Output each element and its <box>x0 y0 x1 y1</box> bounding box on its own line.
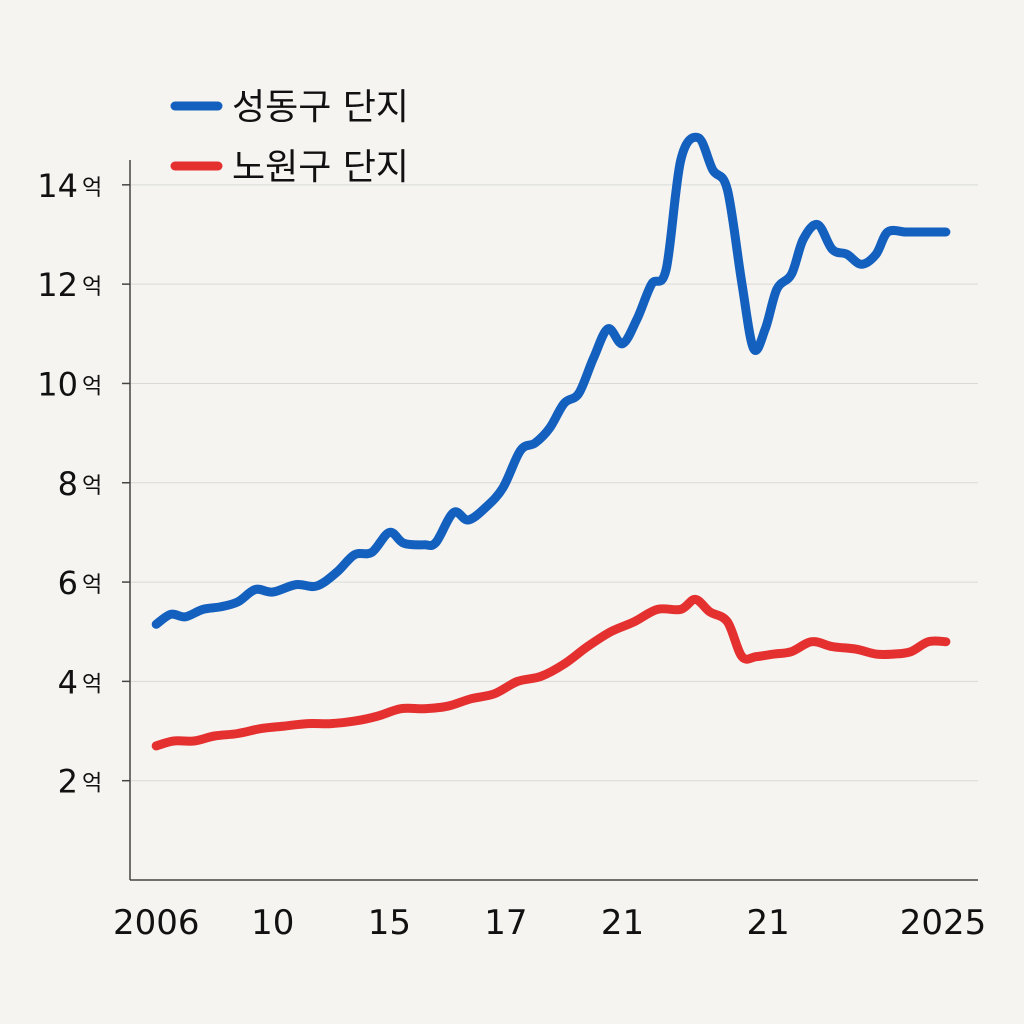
y-tick-label-12: 12 <box>37 266 78 304</box>
y-tick-unit-12: 억 <box>82 275 102 300</box>
x-tick-label-5: 21 <box>747 903 790 943</box>
legend-label-nowon: 노원구 단지 <box>232 147 409 188</box>
y-tick-label-14: 14 <box>37 167 78 205</box>
y-tick-label-6: 6 <box>58 564 78 602</box>
x-axis-ticks: 2006 10 15 17 21 21 2025 <box>113 903 986 943</box>
gridlines <box>130 184 978 782</box>
y-tick-unit-10: 억 <box>82 374 102 399</box>
y-tick-unit-8: 억 <box>82 474 102 499</box>
x-tick-label-0: 2006 <box>113 903 200 943</box>
y-tick-unit-4: 억 <box>82 672 102 697</box>
x-tick-label-2: 15 <box>368 903 411 943</box>
y-tick-unit-14: 억 <box>82 176 102 201</box>
y-tick-unit-2: 억 <box>82 772 102 797</box>
x-tick-label-6: 2025 <box>900 903 987 943</box>
series-line-seongdong <box>151 132 951 629</box>
x-tick-label-3: 17 <box>484 903 527 943</box>
legend-label-seongdong: 성동구 단지 <box>232 87 409 128</box>
y-tick-label-2: 2 <box>58 763 78 801</box>
y-tick-label-8: 8 <box>58 465 78 503</box>
y-axis-ticks: 2 억4 억6 억8 억10 억12 억14 억 <box>37 167 130 801</box>
y-tick-label-10: 10 <box>37 365 78 403</box>
x-tick-label-4: 21 <box>601 903 644 943</box>
y-tick-unit-6: 억 <box>82 573 102 598</box>
x-tick-label-1: 10 <box>251 903 294 943</box>
series-lines <box>151 132 951 751</box>
series-line-nowon <box>151 594 951 751</box>
y-tick-label-4: 4 <box>58 663 78 701</box>
legend: 성동구 단지 노원구 단지 <box>170 87 409 188</box>
